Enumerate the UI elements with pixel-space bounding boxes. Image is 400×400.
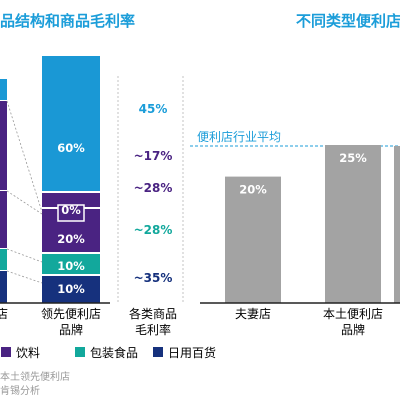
stacked-bar-segment-0 [42,275,100,303]
legend-swatch-0 [1,347,11,357]
right-bar-0 [225,176,281,303]
margin-col-label-line2: 毛利率 [135,322,171,337]
margin-value-0: 45% [139,102,168,116]
bar-data-label-1: 10% [57,259,85,273]
bar-data-label-3: 0% [61,203,81,217]
legend-label-2: 日用百货 [168,345,216,360]
category-label-0: 店 [0,307,8,321]
right-bar-label-1: 25% [339,151,367,165]
margin-col-label-line1: 各类商品 [129,306,177,321]
right-category-label-1-line2: 品牌 [341,323,365,337]
right-bar-cut [394,146,400,303]
category-label-1-line1: 领先便利店 [41,307,101,321]
bar-segment-cut-3 [0,249,7,271]
margin-value-4: ~35% [134,271,173,285]
connector-line-2 [6,248,43,263]
bar-segment-cut-1 [0,101,7,191]
legend-swatch-2 [153,347,163,357]
bar-data-label-2: 20% [57,232,85,246]
zero-label-box [57,204,85,222]
stacked-bar-segment-4 [42,56,100,192]
bar-segment-cut-2 [0,191,7,249]
stacked-bar-gap-1 [42,274,100,276]
bar-segment-cut-0 [0,79,7,101]
bar-segment-cut-4 [0,271,7,303]
margin-value-3: ~28% [134,223,173,237]
legend-swatch-1 [75,347,85,357]
connector-line-1 [6,190,43,215]
right-chart-title: 不同类型便利店毛 [296,12,400,30]
footnote-2: 肯锡分析 [0,384,40,397]
bar-data-label-0: 10% [57,282,85,296]
left-chart-title: 品结构和商品毛利率 [0,12,135,30]
legend-label-0: 饮料 [16,346,40,360]
right-bar-1 [325,145,381,303]
right-category-label-1-line1: 本土便利店 [323,307,383,321]
stacked-bar-segment-3 [42,192,100,208]
right-category-label-0: 夫妻店 [235,307,271,321]
margin-value-1: ~17% [134,149,173,163]
stacked-bar-segment-1 [42,253,100,275]
category-label-1-line2: 品牌 [59,323,83,337]
industry-average-label: 便利店行业平均 [197,130,281,144]
stacked-bar-gap-2 [42,252,100,254]
footnote-1: 本土领先便利店 [0,370,70,383]
legend-label-1: 包装食品 [90,345,138,360]
connector-line-3 [6,270,43,284]
stacked-bar-gap-4 [42,191,100,193]
connector-line-0 [6,100,43,213]
margin-value-2: ~28% [134,181,173,195]
bar-data-label-4: 60% [57,141,85,155]
right-bar-label-0: 20% [239,183,267,197]
